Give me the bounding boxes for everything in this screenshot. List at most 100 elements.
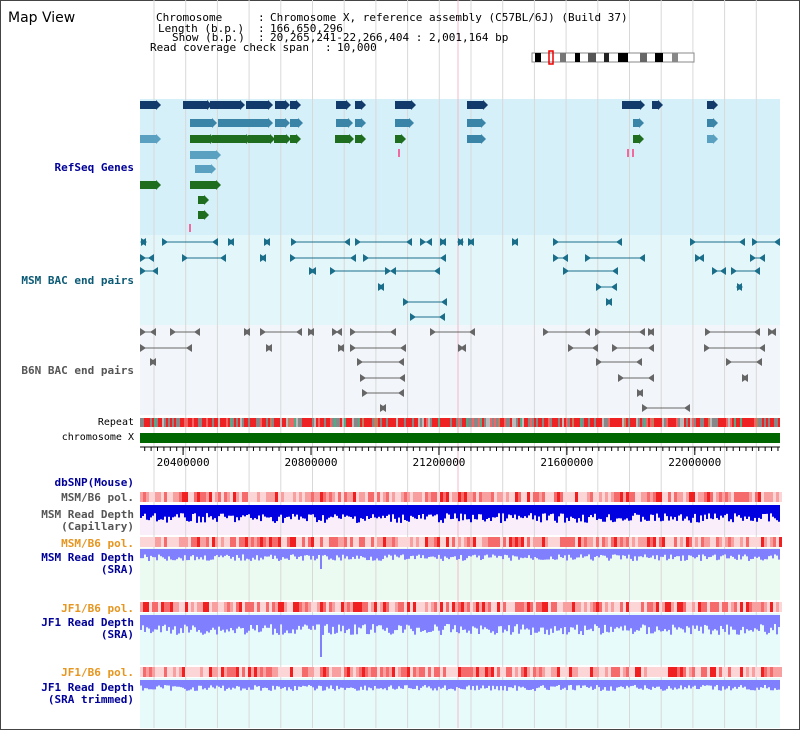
jf1-sra-depth-bar [670, 615, 672, 635]
msm-pol-heat-2 [635, 537, 638, 547]
msm-capillary-depth-bar [296, 505, 298, 515]
jf1-trim-depth-bar [270, 680, 272, 691]
jf1-trim-depth-bar [634, 680, 636, 685]
jf1-pol-heat-2 [566, 667, 569, 677]
refseq-gene [633, 135, 639, 143]
msm-pol-heat-2 [515, 537, 518, 547]
axis-tick-label: 21200000 [412, 456, 465, 469]
msm-capillary-depth-bar [392, 505, 394, 515]
msm-sra-depth-bar [332, 549, 334, 560]
jf1-sra-depth-bar [594, 615, 596, 625]
jf1-pol-heat-2 [542, 667, 545, 677]
track-label-b6n-bac[interactable]: B6N BAC end pairs [21, 364, 134, 377]
msm-sra-depth-bar [608, 549, 610, 561]
jf1-trim-depth-bar [224, 680, 226, 691]
msm-sra-depth-bar [468, 549, 470, 556]
jf1-trim-depth-bar [696, 680, 698, 689]
msm-sra-depth-bar [204, 549, 206, 556]
msm-bac-end [441, 298, 447, 306]
repeat-feature [678, 418, 680, 427]
msm-sra-depth-bar [364, 549, 366, 558]
msm-sra-depth-bar [746, 549, 748, 557]
msm-sra-depth-bar [626, 549, 628, 559]
jf1-pol-heat-2 [293, 667, 296, 677]
msm-sra-depth-bar [456, 549, 458, 560]
repeat-feature [248, 418, 250, 427]
jf1-sra-depth-bar [398, 615, 400, 626]
msm-pol-heat-2 [314, 537, 317, 547]
b6n-bac-end [469, 328, 475, 336]
msm-pol-heat-2 [221, 537, 224, 547]
msm-capillary-depth-bar [744, 505, 746, 517]
msm-pol-heat-1 [398, 492, 401, 502]
jf1-sra-depth-bar [148, 615, 150, 629]
jf1-pol-heat-1 [662, 602, 665, 612]
jf1-trim-depth-bar [656, 680, 658, 687]
msm-capillary-depth-bar [716, 505, 718, 519]
jf1-sra-depth-bar [740, 615, 742, 631]
jf1-trim-depth-bar [170, 680, 172, 691]
jf1-pol-heat-1 [278, 602, 281, 612]
repeat-feature [540, 418, 542, 427]
msm-pol-heat-1 [551, 492, 554, 502]
msm-pol-heat-2 [662, 537, 665, 547]
repeat-feature [700, 418, 702, 427]
msm-capillary-depth-bar [384, 505, 386, 518]
jf1-sra-depth-bar [280, 615, 282, 625]
jf1-pol-heat-2 [263, 667, 266, 677]
msm-bac-end [291, 238, 297, 246]
jf1-pol-heat-2 [509, 667, 512, 677]
jf1-pol-heat-2 [584, 667, 587, 677]
track-label-msm-bac[interactable]: MSM BAC end pairs [21, 274, 134, 287]
jf1-trim-depth-bar [718, 680, 720, 691]
repeat-feature [718, 418, 720, 427]
msm-pol-heat-1 [260, 492, 263, 502]
msm-sra-depth-bar [670, 549, 672, 555]
repeat-feature [572, 418, 574, 427]
msm-sra-depth-bar [154, 549, 156, 558]
jf1-sra-depth-bar [200, 615, 202, 633]
jf1-pol-heat-2 [212, 667, 215, 677]
jf1-trim-depth-bar [466, 680, 468, 687]
track-label-dbsnp[interactable]: dbSNP(Mouse) [54, 476, 134, 489]
jf1-trim-depth-bar [544, 680, 546, 688]
msm-sra-depth-bar [686, 549, 688, 560]
jf1-pol-heat-1 [452, 602, 455, 612]
jf1-trim-depth-bar [258, 680, 260, 687]
jf1-pol-heat-1 [485, 602, 488, 612]
gene-strand-arrow [296, 100, 301, 110]
repeat-feature [374, 418, 376, 427]
jf1-sra-depth-bar [264, 615, 266, 626]
msm-sra-depth-bar [212, 549, 214, 560]
msm-sra-depth-bar [742, 549, 744, 557]
jf1-trim-depth-bar [674, 680, 676, 688]
jf1-pol-heat-2 [437, 667, 440, 677]
jf1-sra-depth-bar [372, 615, 374, 625]
repeat-feature [242, 418, 244, 427]
track-label-refseq[interactable]: RefSeq Genes [54, 161, 134, 174]
msm-pol-heat-2 [629, 537, 632, 547]
jf1-sra-depth-bar [508, 615, 510, 626]
msm-sra-depth-bar [320, 549, 322, 569]
jf1-sra-depth-bar [710, 615, 712, 635]
repeat-feature [282, 418, 284, 427]
msm-sra-depth-bar [508, 549, 510, 558]
msm-sra-depth-bar [634, 549, 636, 557]
msm-pol-heat-2 [701, 537, 704, 547]
jf1-pol-heat-1 [425, 602, 428, 612]
jf1-sra-depth-bar [282, 615, 284, 635]
jf1-trim-depth-bar [480, 680, 482, 689]
msm-pol-heat-2 [392, 537, 395, 547]
msm-capillary-depth-bar [184, 505, 186, 518]
repeat-feature [482, 418, 484, 427]
jf1-pol-heat-2 [770, 667, 773, 677]
jf1-sra-depth-bar [346, 615, 348, 631]
jf1-sra-depth-bar [190, 615, 192, 630]
msm-pol-heat-1 [728, 492, 731, 502]
jf1-pol-heat-2 [467, 667, 470, 677]
gene-strand-arrow [285, 100, 290, 110]
msm-pol-heat-1 [158, 492, 161, 502]
msm-pol-heat-2 [242, 537, 245, 547]
msm-capillary-depth-bar [674, 505, 676, 518]
